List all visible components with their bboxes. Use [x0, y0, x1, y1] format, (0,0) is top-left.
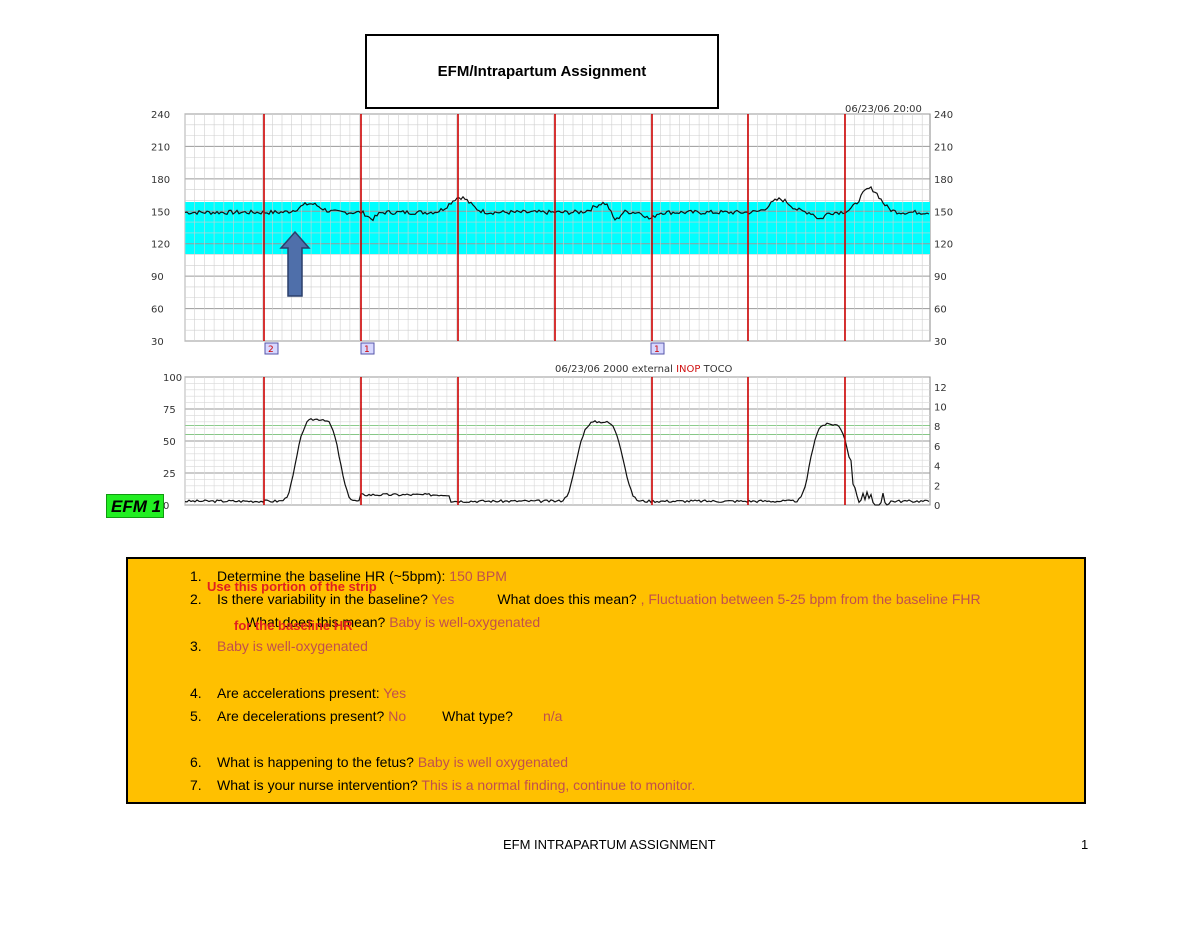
question-2-followup: What does this mean? Baby is well-oxygen… [246, 614, 541, 630]
up-arrow-icon [279, 230, 311, 297]
fhr-left-tick-label: 90 [151, 272, 164, 283]
event-marker: 2 [264, 342, 279, 355]
fhr-right-tick-label: 150 [934, 207, 953, 218]
toco-trace [184, 417, 930, 506]
svg-text:2: 2 [268, 345, 274, 355]
question-4: 4. Are accelerations present: Yes [190, 685, 407, 701]
minute-dividers [263, 114, 846, 505]
fhr-left-tick-label: 210 [151, 142, 170, 153]
fhr-right-tick-label: 90 [934, 272, 947, 283]
toco-right-tick-label: 4 [934, 462, 940, 473]
fhr-right-tick-label: 210 [934, 142, 953, 153]
fhr-right-tick-label: 30 [934, 337, 947, 348]
svg-text:1: 1 [654, 345, 660, 355]
fhr-left-tick-label: 150 [151, 207, 170, 218]
question-3: 3. Baby is well-oxygenated [190, 638, 368, 654]
toco-right-tick-label: 10 [934, 403, 947, 414]
toco-left-tick-label: 0 [163, 501, 169, 512]
fhr-right-tick-label: 120 [934, 240, 953, 251]
toco-status-line: 06/23/06 2000 external INOP TOCO [555, 364, 733, 375]
status-suffix: TOCO [703, 364, 733, 375]
toco-right-tick-label: 2 [934, 481, 940, 492]
event-marker: 1 [360, 342, 375, 355]
toco-right-tick-label: 8 [934, 422, 940, 433]
question-1: 1. Determine the baseline HR (~5bpm): 150… [190, 568, 507, 584]
efm-label: EFM 1 [106, 494, 164, 518]
fhr-tick-labels: 240 240 210 210 180 180 150 150 120 120 90 90 60 60 30… [151, 110, 953, 348]
assignment-title: EFM/Intrapartum Assignment [365, 34, 719, 109]
fhr-right-tick-label: 180 [934, 175, 953, 186]
footer-text: EFM INTRAPARTUM ASSIGNMENT [503, 837, 716, 852]
question-5: 5. Are decelerations present? No What type… [190, 708, 563, 724]
question-2: 2. Is there variability in the baseline? … [190, 591, 981, 607]
toco-right-tick-label: 6 [934, 442, 940, 453]
fhr-right-tick-label: 240 [934, 110, 953, 121]
fhr-left-tick-label: 120 [151, 240, 170, 251]
fhr-left-tick-label: 180 [151, 175, 170, 186]
strip-note-line1: Use this portion of the strip [207, 579, 377, 594]
event-marker: 1 [650, 342, 665, 355]
toco-left-tick-label: 25 [163, 469, 176, 480]
toco-grid [184, 376, 930, 506]
question-7: 7. What is your nurse intervention? This … [190, 777, 696, 793]
status-prefix: 06/23/06 2000 external [555, 364, 673, 375]
toco-left-tick-label: 50 [163, 437, 176, 448]
toco-left-tick-label: 100 [163, 373, 182, 384]
fhr-left-tick-label: 30 [151, 337, 164, 348]
toco-left-tick-label: 75 [163, 405, 176, 416]
strip-header-date: 06/23/06 20:00 [845, 104, 922, 115]
page-number: 1 [1081, 837, 1089, 852]
fhr-right-tick-label: 60 [934, 305, 947, 316]
toco-right-tick-label: 0 [934, 501, 940, 512]
fhr-left-tick-label: 240 [151, 110, 170, 121]
questions-box: 1. Determine the baseline HR (~5bpm): 150… [126, 557, 1086, 804]
fhr-left-tick-label: 60 [151, 305, 164, 316]
toco-right-tick-label: 12 [934, 383, 947, 394]
svg-text:1: 1 [364, 345, 370, 355]
question-6: 6. What is happening to the fetus? Baby i… [190, 754, 569, 770]
fhr-trace [184, 185, 930, 222]
toco-tick-labels: 100 75 50 25 0 12 10 8 6 4 2 0 [163, 373, 947, 512]
status-inop: INOP [676, 364, 700, 375]
strip-note-line2: for the baseline HR [234, 618, 353, 633]
